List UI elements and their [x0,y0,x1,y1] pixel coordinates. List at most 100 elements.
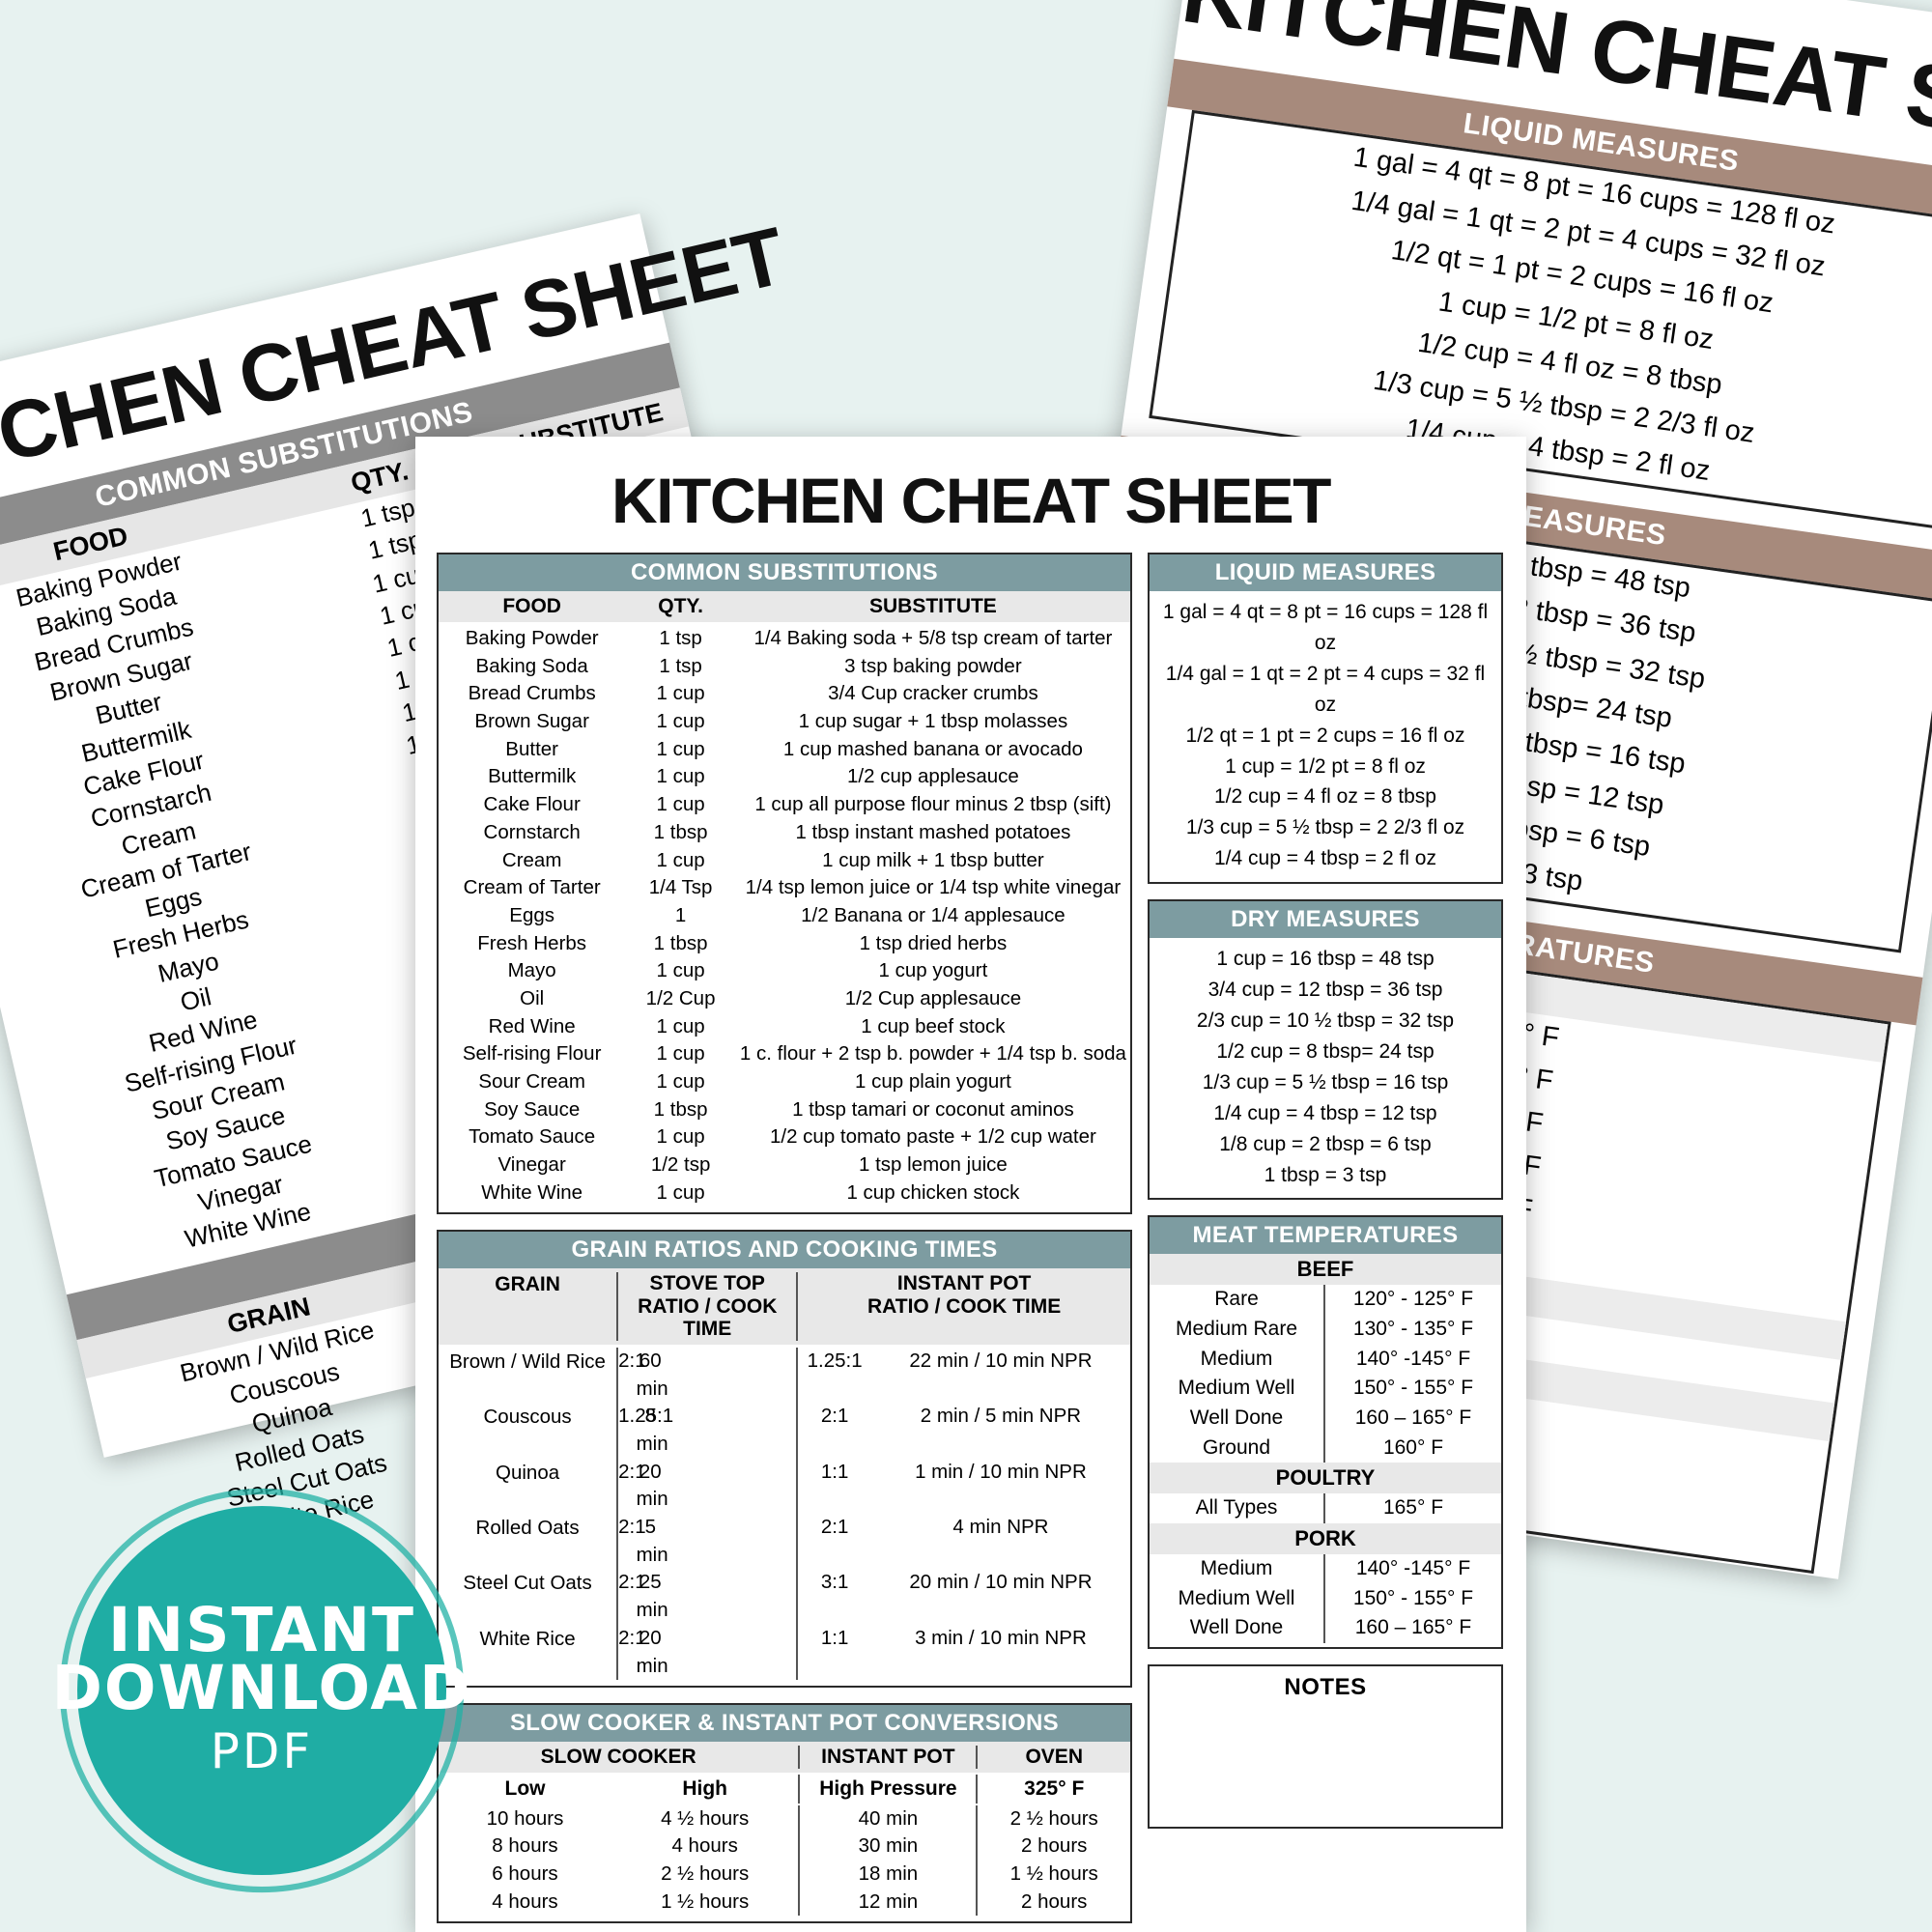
table-row: Soy Sauce 1 tbsp 1 tbsp tamari or coconut … [439,1096,1130,1124]
cell-food: Soy Sauce [484,1097,581,1121]
cell-qty: 1 cup [656,959,705,982]
cell-ip-ratio: 1.25:1 [807,1349,863,1372]
cell-food: Buttermilk [488,765,577,788]
cell-substitute: 1/2 Cup applesauce [844,986,1022,1009]
cell-substitute: 1 cup beef stock [861,1014,1006,1037]
measure-line: 1/4 gal = 1 qt = 2 pt = 4 cups = 32 fl o… [1165,662,1486,716]
front-sheet: KITCHEN CHEAT SHEET COMMON SUBSTITUTIONS… [415,437,1526,1932]
measure-line: 1/2 cup = 8 tbsp= 24 tsp [1216,1039,1435,1063]
table-row: Cake Flour 1 cup 1 cup all purpose flour m… [439,791,1130,819]
measure-line: 1/3 cup = 5 ½ tbsp = 16 tsp [1202,1070,1449,1094]
cell-ip-ratio: 2:1 [820,1405,849,1428]
cell-ip-time: 1 min / 10 min NPR [915,1460,1087,1483]
left-column: COMMON SUBSTITUTIONS FOOD QTY. SUBSTITUT… [437,553,1132,1932]
table-row: Ground 160° F [1150,1433,1501,1463]
cell-food: Red Wine [488,1014,576,1037]
cell-food: Eggs [509,903,555,926]
instant-download-badge: INSTANT DOWNLOAD PDF [33,1462,491,1919]
conversions-sub-highpressure: High Pressure [798,1775,979,1804]
cell-qty: 1 tsp [659,654,702,677]
cell-stove-ratio: 2:1 [618,1349,646,1372]
cell-oven: 2 hours [1021,1889,1088,1913]
cell-high: 4 hours [671,1834,738,1858]
cell-doneness: Rare [1150,1285,1325,1316]
cell-food: Baking Soda [475,654,588,677]
cell-food: Fresh Herbs [477,931,587,954]
table-row: Fresh Herbs 1 tbsp 1 tsp dried herbs [439,930,1130,958]
cell-qty: 1 cup [656,1180,705,1204]
measure-line: 1/2 qt = 1 pt = 2 cups = 16 fl oz [1185,724,1465,747]
cell-instantpot: 3:1 20 min / 10 min NPR [798,1569,1130,1624]
cell-low: 10 hours [486,1806,564,1830]
conversions-sub-oven-temp: 325° F [1024,1777,1085,1801]
grain-col-instantpot-sub: RATIO / COOK TIME [867,1294,1062,1318]
table-row: Medium Well 150° - 155° F [1150,1583,1501,1614]
grain-col-instantpot: INSTANT POT [896,1272,1032,1295]
cell-food: Mayo [507,959,556,982]
table-row: Rolled Oats 2:1 5 min 2:1 4 min NPR [439,1514,1130,1570]
table-row: Medium 140° -145° F [1150,1554,1501,1584]
cell-food: Self-rising Flour [462,1042,602,1065]
table-row: Brown / Wild Rice 2:1 60 min 1.25:1 22 min /… [439,1347,1130,1404]
conversions-header-row: SLOW COOKER INSTANT POT OVEN [439,1742,1130,1774]
cell-food: Cream [501,848,562,871]
cell-doneness: Ground [1150,1433,1325,1463]
table-row: Sour Cream 1 cup 1 cup plain yogurt [439,1068,1130,1096]
notes-box[interactable]: NOTES [1148,1663,1503,1829]
substitutions-rows: Baking Powder 1 tsp 1/4 Baking soda + 5/8 … [439,622,1130,1212]
conversions-col-oven: OVEN [1025,1746,1083,1769]
cell-grain: Rolled Oats [439,1514,619,1570]
cell-stove-ratio: 2:1 [618,1571,646,1594]
cell-qty: 1 cup [656,1125,705,1149]
table-row: Rare 120° - 125° F [1150,1285,1501,1316]
cell-stove-ratio: 2:1 [618,1460,646,1483]
cell-high: 2 ½ hours [661,1862,750,1885]
cell-stovetop: 1.25:1 8 min [618,1403,799,1459]
cell-temperature: 130° - 135° F [1352,1318,1474,1341]
cell-ip-time: 3 min / 10 min NPR [915,1626,1087,1649]
cell-ip-ratio: 2:1 [820,1516,849,1539]
conversions-rows: 10 hours 4 ½ hours 40 min 2 ½ hours 8 hours 4… [439,1804,1130,1922]
right-column: LIQUID MEASURES 1 gal = 4 qt = 8 pt = 16… [1148,553,1503,1932]
cell-temperature: 140° -145° F [1355,1557,1471,1579]
cell-qty: 1 tbsp [653,820,708,843]
cell-food: White Wine [481,1180,583,1204]
dry-band: DRY MEASURES [1150,901,1501,939]
cell-stove-ratio: 2:1 [618,1516,646,1539]
cell-instantpot: 40 min [798,1804,979,1833]
cell-temperature: 150° - 155° F [1352,1586,1474,1609]
cell-ip-time: 4 min NPR [952,1516,1049,1539]
cell-low: 6 hours [492,1862,558,1885]
badge-disc: INSTANT DOWNLOAD PDF [52,1506,469,1875]
cell-food: Tomato Sauce [469,1125,596,1149]
cell-stove-time: 20 min [636,1626,668,1677]
table-row: Medium Rare 130° - 135° F [1150,1315,1501,1345]
cell-stovetop: 2:1 25 min [618,1569,799,1625]
cell-temperature: 150° - 155° F [1352,1377,1474,1400]
cell-qty: 1 cup [656,710,705,733]
cell-substitute: 1/2 cup tomato paste + 1/2 cup water [769,1125,1096,1149]
cell-qty: 1/2 Cup [645,986,716,1009]
meat-band: MEAT TEMPERATURES [1150,1217,1501,1255]
cell-doneness: Well Done [1150,1613,1325,1643]
badge-line-pdf: PDF [210,1723,314,1780]
cell-stove-time: 60 min [636,1349,668,1400]
cell-substitute: 1/4 Baking soda + 5/8 tsp cream of tarte… [753,627,1113,649]
cell-substitute: 1 c. flour + 2 tsp b. powder + 1/4 tsp b… [739,1042,1126,1065]
meat-section-label: PORK [1150,1523,1501,1554]
cell-stovetop: 2:1 60 min [618,1347,799,1404]
measure-line: 3/4 cup = 12 tbsp = 36 tsp [1208,979,1443,1002]
conversions-subheader-row: Low High High Pressure 325° F [439,1773,1130,1804]
cell-qty: 1 cup [656,1070,705,1093]
grain-rows: Brown / Wild Rice 2:1 60 min 1.25:1 22 min /… [439,1345,1130,1686]
grain-header-row: GRAIN STOVE TOP RATIO / COOK TIME INSTAN… [439,1268,1130,1345]
meat-temperatures-table: MEAT TEMPERATURES BEEF Rare 120° - 125° F M… [1148,1215,1503,1649]
cell-doneness: Medium Rare [1150,1315,1325,1345]
table-row: Self-rising Flour 1 cup 1 c. flour + 2 tsp… [439,1040,1130,1068]
grain-col-stovetop-sub: RATIO / COOK TIME [638,1294,778,1341]
cell-ip-time: 2 min / 5 min NPR [920,1405,1082,1428]
cell-ip-ratio: 1:1 [820,1626,849,1649]
liquid-lines: 1 gal = 4 qt = 8 pt = 16 cups = 128 fl o… [1150,591,1501,882]
cell-instantpot: 2:1 4 min NPR [798,1514,1130,1569]
cell-substitute: 3/4 Cup cracker crumbs [828,682,1038,705]
